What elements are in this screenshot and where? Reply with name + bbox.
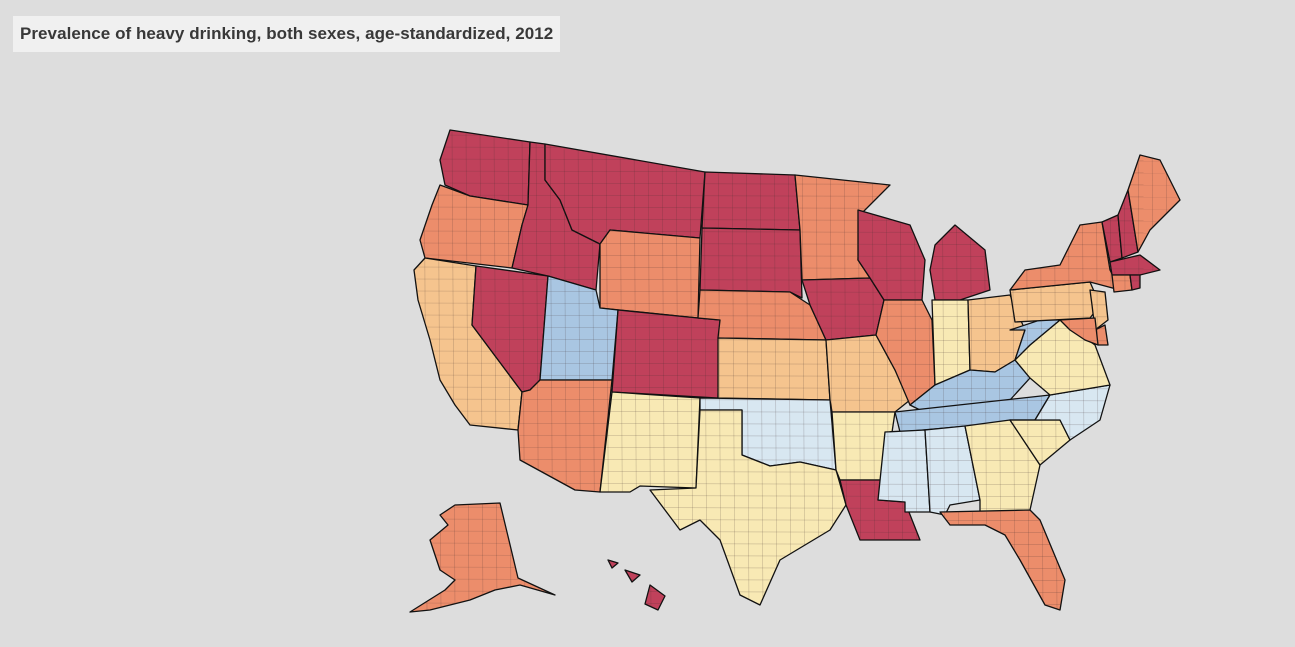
state-wy[interactable] xyxy=(599,229,701,319)
state-hi[interactable] xyxy=(607,559,666,611)
states-layer xyxy=(409,129,1181,613)
state-me[interactable] xyxy=(1127,154,1181,253)
state-ak[interactable] xyxy=(409,502,556,613)
state-ct[interactable] xyxy=(1111,274,1133,293)
state-md[interactable] xyxy=(1059,317,1099,346)
state-ri[interactable] xyxy=(1129,274,1141,291)
state-co[interactable] xyxy=(611,309,721,399)
state-mi[interactable] xyxy=(929,224,991,301)
state-ma[interactable] xyxy=(1109,254,1161,276)
state-az[interactable] xyxy=(517,379,613,493)
state-sd[interactable] xyxy=(699,227,803,299)
state-ks[interactable] xyxy=(717,337,831,401)
state-fl[interactable] xyxy=(939,509,1066,611)
map-title-box: Prevalence of heavy drinking, both sexes… xyxy=(13,16,561,52)
state-tx[interactable] xyxy=(649,409,847,606)
map-title: Prevalence of heavy drinking, both sexes… xyxy=(20,24,554,43)
state-nd[interactable] xyxy=(701,171,801,231)
state-ms[interactable] xyxy=(877,429,931,513)
